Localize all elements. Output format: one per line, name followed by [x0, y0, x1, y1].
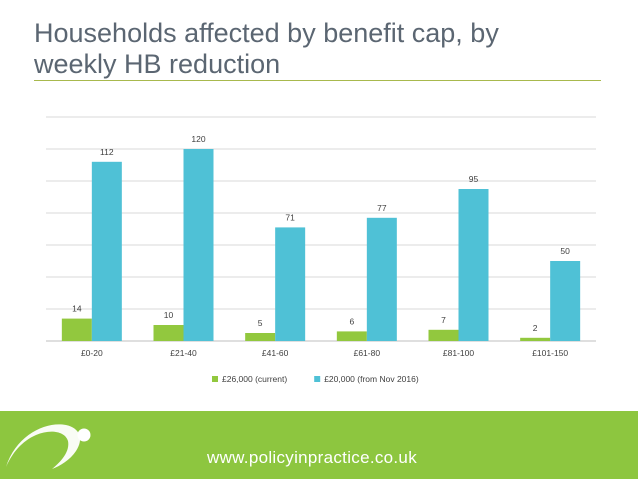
data-label: 95: [469, 174, 479, 184]
bar-current: [153, 325, 184, 341]
x-tick-label: £81-100: [443, 348, 474, 358]
bar-nov2016: [91, 161, 122, 341]
data-label: 112: [100, 147, 114, 157]
data-label: 77: [377, 203, 387, 213]
data-label: 14: [72, 304, 82, 314]
slide-title-line-1: Households affected by benefit cap, by: [34, 18, 499, 48]
bar-nov2016: [458, 189, 489, 341]
x-tick-label: £0-20: [81, 348, 103, 358]
x-tick-label: £41-60: [262, 348, 289, 358]
data-label: 6: [349, 316, 354, 326]
legend-label: £20,000 (from Nov 2016): [324, 374, 419, 384]
bar-current: [520, 337, 551, 341]
data-label: 71: [285, 212, 295, 222]
x-tick-label: £21-40: [170, 348, 197, 358]
bar-nov2016: [366, 217, 397, 341]
data-label: 120: [191, 134, 205, 144]
bar-nov2016: [275, 227, 306, 341]
legend-swatch: [212, 376, 218, 382]
title-underline: [34, 80, 601, 81]
legend-swatch: [314, 376, 321, 382]
footer-band: [0, 411, 638, 479]
footer-website-link[interactable]: www.policyinpractice.co.uk: [207, 448, 417, 467]
bar-nov2016: [550, 261, 581, 341]
bar-current: [245, 333, 276, 341]
data-label: 50: [560, 246, 570, 256]
bar-nov2016: [183, 149, 214, 341]
data-label: 10: [164, 310, 174, 320]
x-tick-label: £61-80: [354, 348, 381, 358]
legend-label: £26,000 (current): [222, 374, 287, 384]
bar-current: [336, 331, 367, 341]
bar-chart: 14 112 £0-20 10 120 £21-40 5 71 £41-60 6 77 £61-80 7…: [46, 116, 596, 384]
x-tick-label: £101-150: [532, 348, 568, 358]
data-label: 5: [258, 318, 263, 328]
data-label: 7: [441, 315, 446, 325]
slide-title-line-2: weekly HB reduction: [34, 49, 281, 79]
bar-current: [428, 329, 459, 341]
slide-title: Households affected by benefit cap, by w…: [34, 18, 624, 80]
policy-in-practice-logo-icon: [6, 424, 91, 469]
bar-current: [61, 318, 92, 341]
data-label: 2: [533, 323, 538, 333]
